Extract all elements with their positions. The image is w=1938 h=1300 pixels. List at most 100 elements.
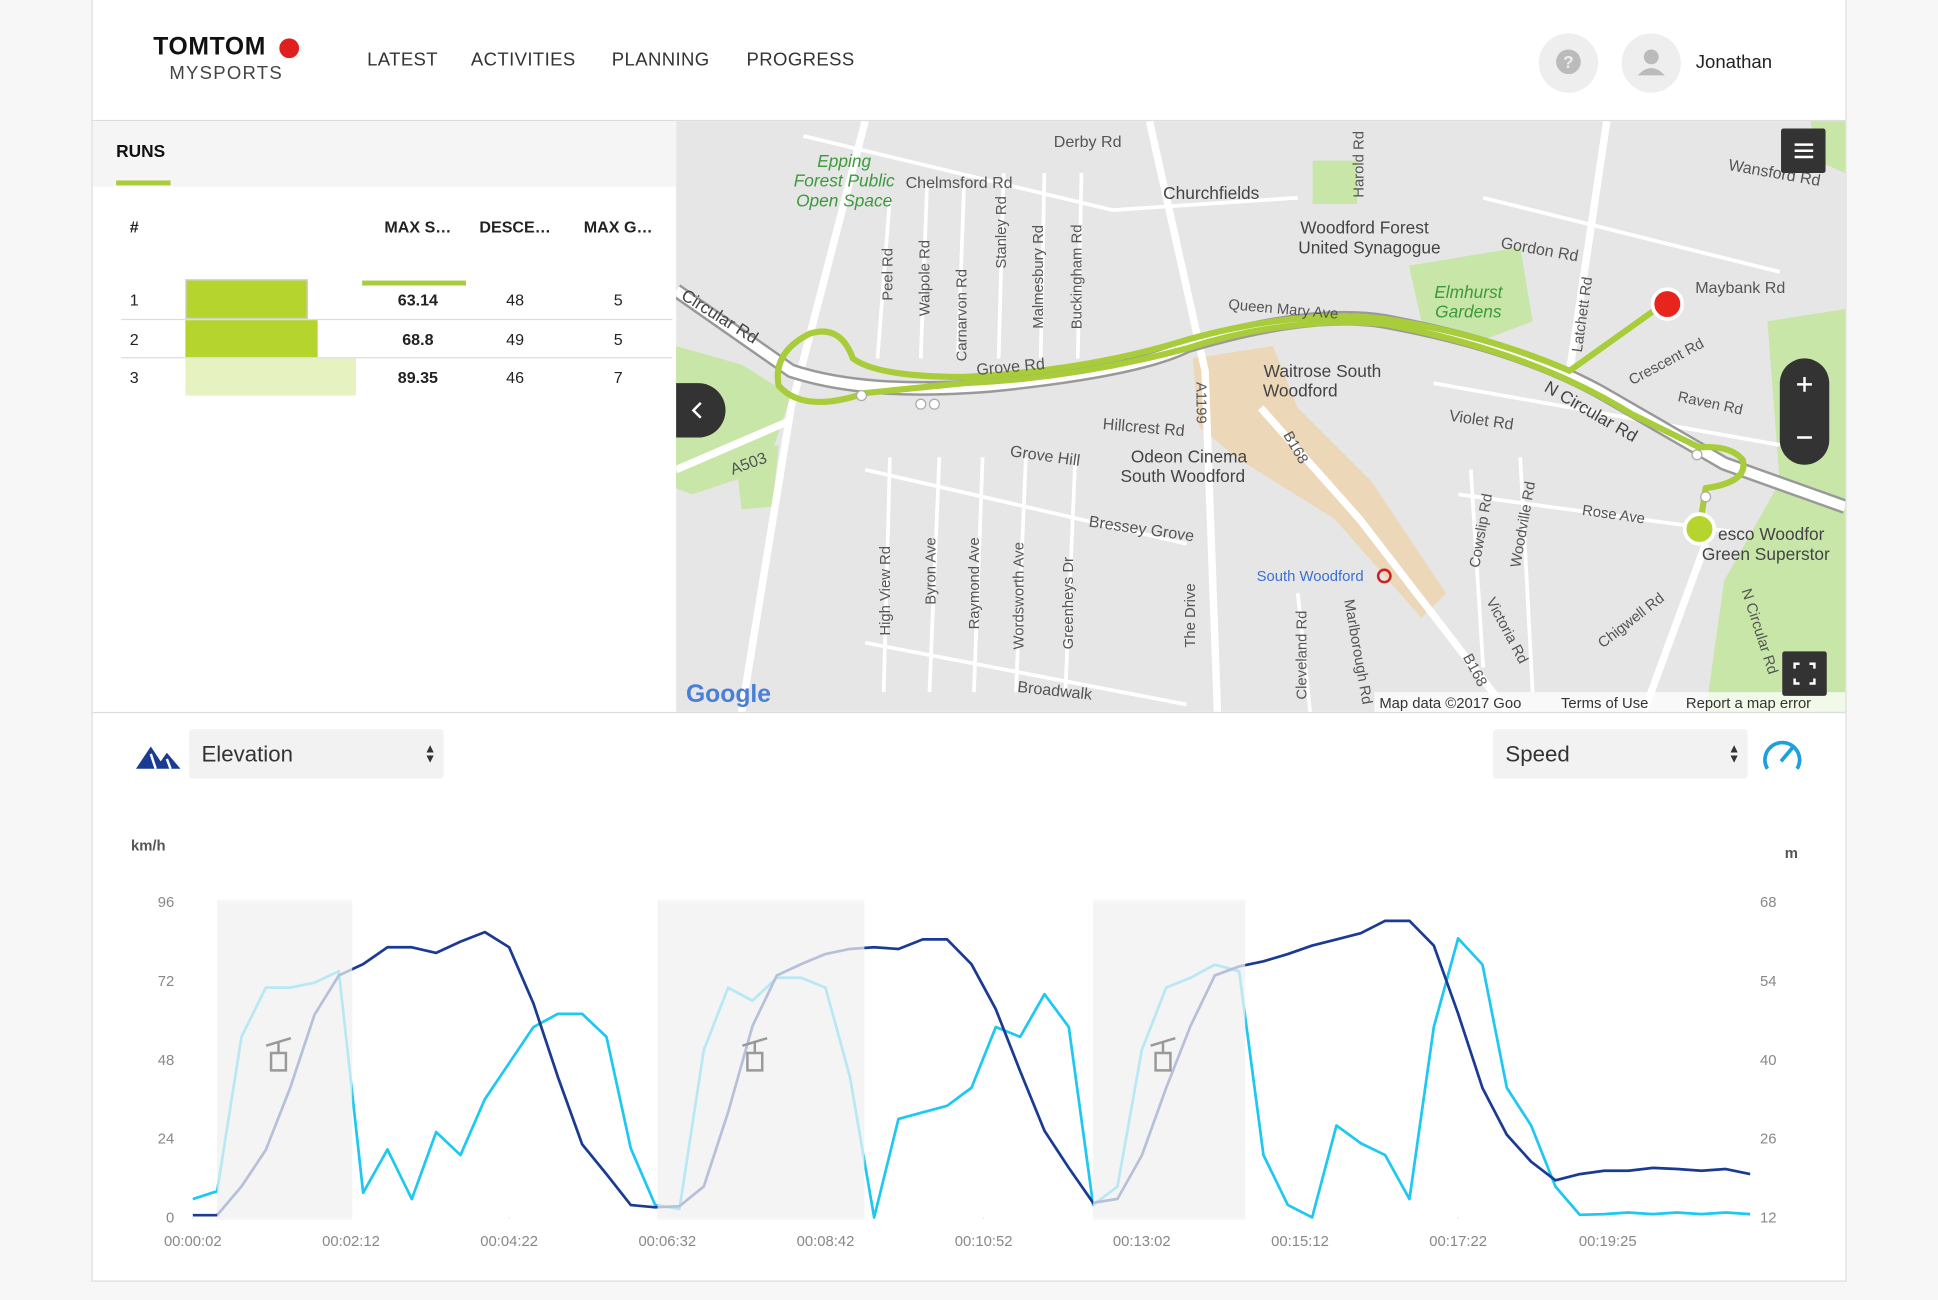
map[interactable]: Derby Rd Chelmsford Rd Churchfields Wood…: [676, 121, 1846, 712]
park-label: Forest Public: [794, 171, 895, 191]
attribution-bg: [1374, 692, 1846, 712]
nav-latest[interactable]: LATEST: [367, 49, 438, 71]
menu-icon: [1794, 143, 1814, 159]
y-axis-label: km/h: [131, 838, 166, 854]
collapse-icon: [691, 402, 702, 419]
tab-bar: [92, 121, 677, 187]
x-tick-label: 00:13:02: [1113, 1234, 1171, 1250]
logo-sub: MYSPORTS: [169, 63, 283, 85]
y-tick-label: 72: [158, 974, 175, 990]
park-label: Gardens: [1435, 302, 1502, 322]
cell: 7: [613, 367, 623, 387]
cell: 5: [613, 289, 623, 309]
run-row[interactable]: 2 68.8 49 5: [121, 319, 673, 358]
series-line: [192, 919, 1751, 1217]
col-header[interactable]: DESCE…: [479, 217, 551, 237]
col-header[interactable]: MAX G…: [583, 217, 653, 237]
cell: 89.35: [397, 367, 438, 387]
fullscreen-button[interactable]: [1782, 651, 1827, 696]
help-icon: ?: [1556, 49, 1581, 75]
run-row[interactable]: 1 63.14 48 5: [121, 279, 673, 320]
street-label: Peel Rd: [880, 248, 896, 301]
start-marker[interactable]: [1682, 512, 1717, 546]
cell: 48: [506, 289, 525, 309]
elevation-icon: [135, 746, 181, 770]
street-label: Malmesbury Rd: [1031, 225, 1047, 329]
lap-markers: [855, 389, 1712, 503]
collapse-button[interactable]: [676, 383, 726, 438]
x-tick-label: 00:06:32: [638, 1234, 696, 1250]
help-button[interactable]: ?: [1538, 33, 1599, 93]
place-label: Odeon Cinema: [1131, 446, 1248, 466]
col-header[interactable]: MAX S…: [384, 217, 452, 237]
street-label: Buckingham Rd: [1069, 225, 1085, 330]
avatar-icon: [1637, 49, 1665, 76]
place-label: Woodford: [1263, 381, 1338, 401]
place-label: Woodford Forest: [1300, 218, 1429, 238]
street-label: Grove Rd: [976, 355, 1046, 379]
place-label: South Woodford: [1120, 466, 1245, 486]
avatar[interactable]: [1621, 33, 1681, 93]
park-label: Elmhurst: [1434, 282, 1503, 302]
runs-table: # MAX S… DESCE… MAX G… 1 63.14 48 5 2 68…: [121, 210, 673, 396]
x-tick-label: 00:17:22: [1429, 1234, 1487, 1250]
nav-activities[interactable]: ACTIVITIES: [470, 49, 576, 71]
report-link[interactable]: Report a map error: [1686, 696, 1811, 712]
fullscreen-icon: [1793, 662, 1816, 685]
select-arrows: ▲ ▼: [1728, 742, 1741, 767]
divider: [92, 711, 1846, 714]
street-label: Carnarvon Rd: [955, 269, 971, 361]
lift-icon: [1150, 1037, 1176, 1072]
y-tick-label: 24: [158, 1132, 175, 1148]
place-label: United Synagogue: [1298, 237, 1440, 257]
zoom-control[interactable]: [1779, 358, 1830, 465]
run-bar: [184, 279, 308, 319]
right-select[interactable]: Speed ▲ ▼: [1493, 729, 1748, 779]
y-tick-label: 0: [166, 1210, 174, 1226]
y2-tick-label: 26: [1760, 1132, 1777, 1148]
street-label: Derby Rd: [1054, 133, 1122, 151]
speed-icon: [1763, 740, 1802, 770]
logo-hand: [279, 38, 300, 59]
select-value: Speed: [1505, 741, 1570, 767]
left-select[interactable]: Elevation ▲ ▼: [189, 729, 444, 779]
profile-chart: km/h m 0 24 48 72 96 12 26 40 54 68 00:00:02 00:02:…: [131, 838, 1798, 1250]
user-name[interactable]: Jonathan: [1695, 51, 1773, 73]
end-marker[interactable]: [1650, 287, 1685, 321]
road-label: A1199: [1192, 382, 1208, 424]
x-tick-label: 00:04:22: [480, 1234, 538, 1250]
roads: [676, 121, 1710, 712]
terms-link[interactable]: Terms of Use: [1561, 696, 1648, 712]
map-logo: Google: [686, 681, 771, 708]
cell: 2: [129, 329, 139, 348]
x-tick-label: 00:00:02: [164, 1234, 222, 1250]
cell: 46: [506, 367, 525, 387]
tab-runs[interactable]: RUNS: [116, 140, 166, 161]
park-label: Epping: [817, 151, 871, 171]
y2-tick-label: 12: [1760, 1210, 1777, 1226]
nav-planning[interactable]: PLANNING: [611, 49, 710, 71]
nav-progress[interactable]: PROGRESS: [746, 49, 855, 71]
header-row: # MAX S… DESCE… MAX G…: [121, 210, 672, 279]
tab-underline: [116, 180, 171, 186]
street-label: Walpole Rd: [917, 240, 933, 316]
y2-tick-label: 68: [1760, 895, 1777, 911]
y2-axis-label: m: [1785, 846, 1798, 862]
sort-indicator: [362, 280, 466, 286]
run-bar: [184, 358, 356, 396]
street-label: Maybank Rd: [1695, 279, 1785, 297]
street-label: Stanley Rd: [994, 196, 1010, 269]
x-tick-label: 00:15:12: [1271, 1234, 1329, 1250]
street-label: Greenheys Dr: [1061, 557, 1077, 649]
logo[interactable]: TOMTOM: [153, 33, 266, 61]
series-line: [192, 937, 1751, 1219]
street-label: Chelmsford Rd: [906, 174, 1013, 192]
street-label: High View Rd: [878, 546, 894, 636]
y-tick-label: 96: [158, 895, 175, 911]
street-label: Wordsworth Ave: [1011, 542, 1027, 649]
run-row[interactable]: 3 89.35 46 7: [121, 358, 672, 396]
cell: 68.8: [402, 329, 434, 348]
street-label: Cleveland Rd: [1294, 611, 1310, 700]
route: [774, 301, 1747, 530]
